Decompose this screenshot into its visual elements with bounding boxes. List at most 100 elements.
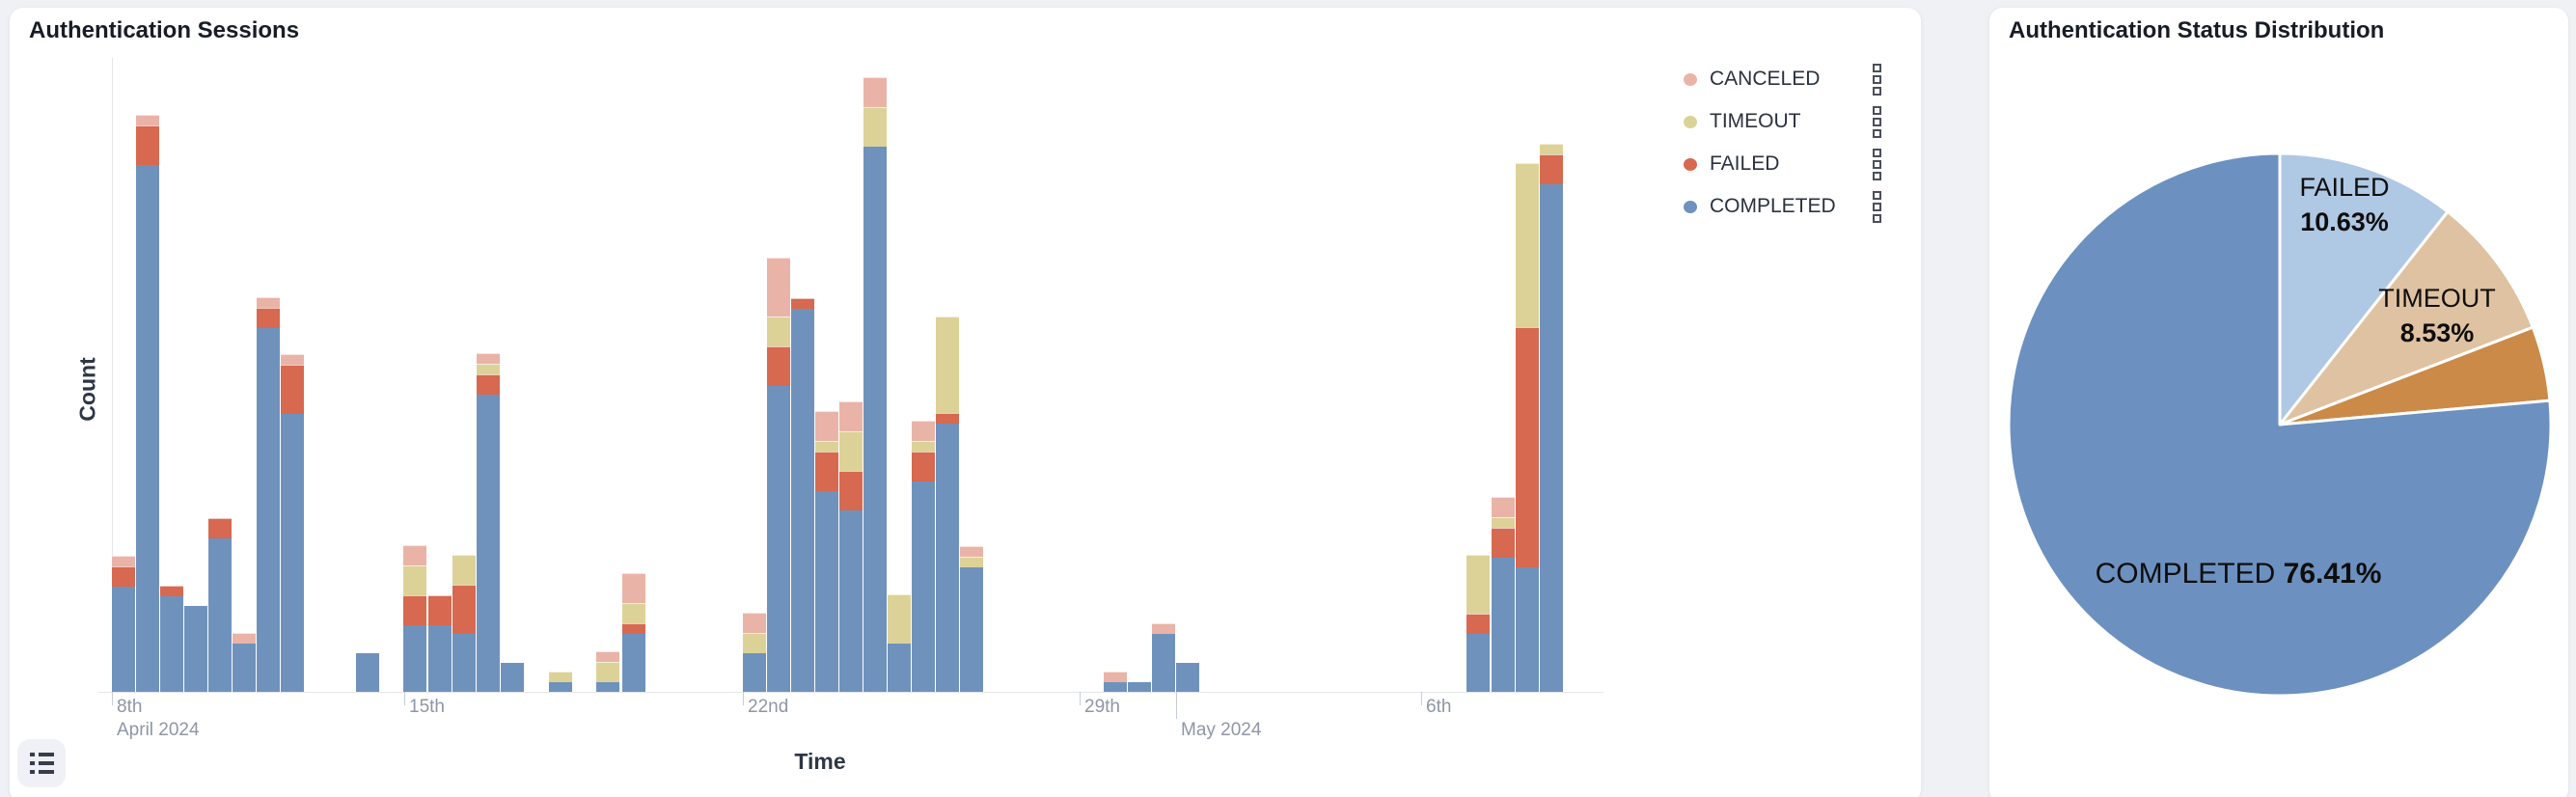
bar-apr-18-am[interactable] [549,672,572,692]
bar-segment-canceled [477,353,500,364]
bar-apr-23-am[interactable] [791,298,814,692]
bar-segment-canceled [1152,623,1175,634]
bar-segment-completed [257,328,280,692]
bar-segment-canceled [136,115,159,125]
legend-item-completed[interactable]: COMPLETED [1684,190,1881,223]
bar-apr-25-pm[interactable] [912,421,935,692]
y-axis-line [112,58,113,692]
bar-apr-25-am[interactable] [888,594,911,692]
bar-apr-16-am[interactable] [452,555,476,692]
bar-apr-10-am[interactable] [208,518,232,692]
bar-segment-timeout [767,316,790,346]
bar-segment-completed [839,510,863,692]
bar-may-7-pm[interactable] [1492,497,1515,692]
legend-label: TIMEOUT [1710,110,1801,132]
legend-toggle-button[interactable] [17,739,66,787]
bar-segment-canceled [863,77,887,107]
legend-label: CANCELED [1710,68,1821,90]
bar-apr-11-pm[interactable] [281,354,304,692]
bar-apr-26-pm[interactable] [960,546,983,692]
bar-may-8-am[interactable] [1516,163,1539,692]
bar-segment-failed [815,452,838,491]
pie-slice-failed[interactable] [2278,151,2450,426]
bar-apr-13-am[interactable] [356,653,379,692]
legend-item-canceled[interactable]: CANCELED [1684,63,1881,96]
bar-apr-19-pm[interactable] [622,573,645,692]
bar-segment-canceled [112,556,135,566]
bar-segment-timeout [743,633,766,653]
bar-may-8-pm[interactable] [1540,144,1563,692]
chart-legend: CANCELED TIMEOUT FAILED COMPLETED [1684,63,1881,237]
list-icon [30,753,54,774]
bar-apr-8-pm[interactable] [136,115,159,692]
bar-segment-canceled [743,613,766,633]
bar-apr-19-am[interactable] [596,651,619,692]
bar-apr-10-pm[interactable] [233,633,256,692]
bar-apr-17-am[interactable] [501,663,524,692]
auth-status-card: Authentication Status Distribution FAILE… [1989,8,2568,797]
bar-apr-30-am[interactable] [1104,672,1127,692]
bar-segment-failed [767,346,790,386]
bar-segment-timeout [596,662,619,682]
pie-slice-completed[interactable] [2007,151,2553,698]
bar-segment-completed [888,644,911,692]
bar-segment-completed [1492,558,1515,692]
bar-segment-canceled [622,573,645,603]
bar-apr-22-pm[interactable] [767,258,790,692]
bar-segment-completed [112,587,135,692]
legend-item-failed[interactable]: FAILED [1684,148,1881,180]
bar-segment-failed [452,585,476,634]
drag-handle-icon[interactable] [1873,148,1881,180]
x-tick-label: 29th [1084,697,1120,717]
bar-segment-failed [1540,154,1563,184]
bar-segment-failed [428,595,452,625]
bar-segment-failed [622,623,645,634]
bar-apr-9-pm[interactable] [184,606,207,692]
bar-apr-9-am[interactable] [160,586,183,692]
drag-handle-icon[interactable] [1873,105,1881,138]
drag-handle-icon[interactable] [1873,190,1881,223]
legend-item-timeout[interactable]: TIMEOUT [1684,105,1881,138]
bar-segment-completed [1540,184,1563,692]
drag-handle-icon[interactable] [1873,63,1881,96]
bar-apr-11-am[interactable] [257,297,280,692]
bar-apr-22-am[interactable] [743,613,766,692]
x-tick-mark [743,692,744,705]
bar-apr-16-pm[interactable] [477,353,500,692]
bar-segment-canceled [839,401,863,431]
x-tick-mark [112,692,113,705]
x-tick-label: 15th [409,697,445,717]
x-axis-label: Time [794,749,846,774]
bar-may-7-am[interactable] [1466,555,1490,692]
bar-segment-failed [208,518,232,538]
bar-segment-completed [160,596,183,692]
pie-label-completed: COMPLETED 76.41% [2095,558,2382,590]
bar-segment-completed [281,414,304,692]
auth-status-title: Authentication Status Distribution [2009,17,2385,43]
y-axis-label: Count [74,357,100,422]
bar-apr-23-pm[interactable] [815,411,838,692]
bar-segment-failed [936,413,959,424]
bar-apr-26-am[interactable] [936,316,959,692]
x-tick-label: 8th [117,697,143,717]
bar-segment-completed [1466,634,1490,692]
x-tick-label: 6th [1426,697,1452,717]
bar-segment-timeout [403,565,426,595]
bar-apr-8-am[interactable] [112,556,135,692]
bar-may-1-pm[interactable] [1176,663,1199,692]
bar-may-1-am[interactable] [1152,623,1175,692]
pie-slice-timeout[interactable] [2278,209,2535,426]
bar-segment-completed [1152,634,1175,692]
bar-segment-completed [452,634,476,692]
x-tick-mark [1080,692,1081,705]
x-tick-mark [1421,692,1422,705]
bar-segment-completed [1516,567,1539,692]
bar-apr-30-pm[interactable] [1128,682,1151,692]
bar-segment-canceled [281,354,304,365]
bar-apr-15-pm[interactable] [428,595,452,692]
bar-segment-completed [356,653,379,692]
bar-apr-24-pm[interactable] [863,77,887,692]
bar-apr-15-am[interactable] [403,545,426,692]
bar-segment-canceled [233,633,256,644]
bar-apr-24-am[interactable] [839,401,863,692]
